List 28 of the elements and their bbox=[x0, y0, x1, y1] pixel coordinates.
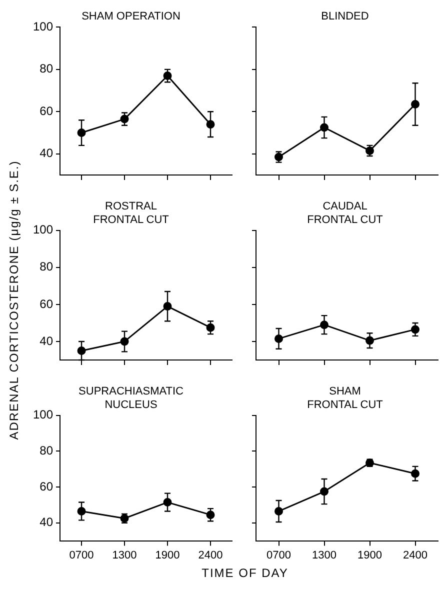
y-tick-label: 40 bbox=[40, 334, 54, 348]
x-tick-label: 2400 bbox=[403, 549, 428, 562]
chart-title: CAUDAL FRONTAL CUT bbox=[307, 200, 384, 226]
x-tick-label: 1300 bbox=[312, 549, 336, 562]
y-axis-title: ADRENAL CORTICOSTERONE (μg/g ± S.E.) bbox=[7, 160, 21, 440]
x-tick-label: 0700 bbox=[266, 549, 291, 562]
x-tick-label: 1900 bbox=[358, 549, 382, 562]
x-tick-label: 2400 bbox=[198, 549, 223, 562]
x-tick-label: 1900 bbox=[155, 549, 180, 562]
y-tick-label: 60 bbox=[40, 296, 54, 311]
chart-title: BLINDED bbox=[321, 10, 369, 23]
x-axis-title: TIME OF DAY bbox=[202, 566, 288, 580]
chart-title: SHAM OPERATION bbox=[82, 10, 180, 23]
x-tick-label: 1300 bbox=[112, 549, 137, 562]
y-tick-label: 60 bbox=[40, 479, 54, 494]
y-tick-label: 80 bbox=[40, 260, 54, 274]
y-tick-label: 80 bbox=[40, 62, 54, 76]
y-tick-label: 60 bbox=[40, 104, 54, 118]
x-tick-label: 0700 bbox=[69, 549, 94, 562]
chart-title: SUPRACHIASMATIC NUCLEUS bbox=[78, 386, 184, 411]
y-tick-label: 100 bbox=[32, 408, 54, 422]
y-tick-label: 40 bbox=[40, 146, 54, 160]
y-tick-label: 100 bbox=[32, 20, 54, 34]
y-tick-label: 80 bbox=[40, 444, 54, 458]
y-tick-label: 100 bbox=[32, 222, 54, 237]
y-tick-label: 40 bbox=[40, 515, 54, 530]
chart-title: SHAM FRONTAL CUT bbox=[307, 386, 384, 411]
chart-title: ROSTRAL FRONTAL CUT bbox=[93, 200, 170, 226]
